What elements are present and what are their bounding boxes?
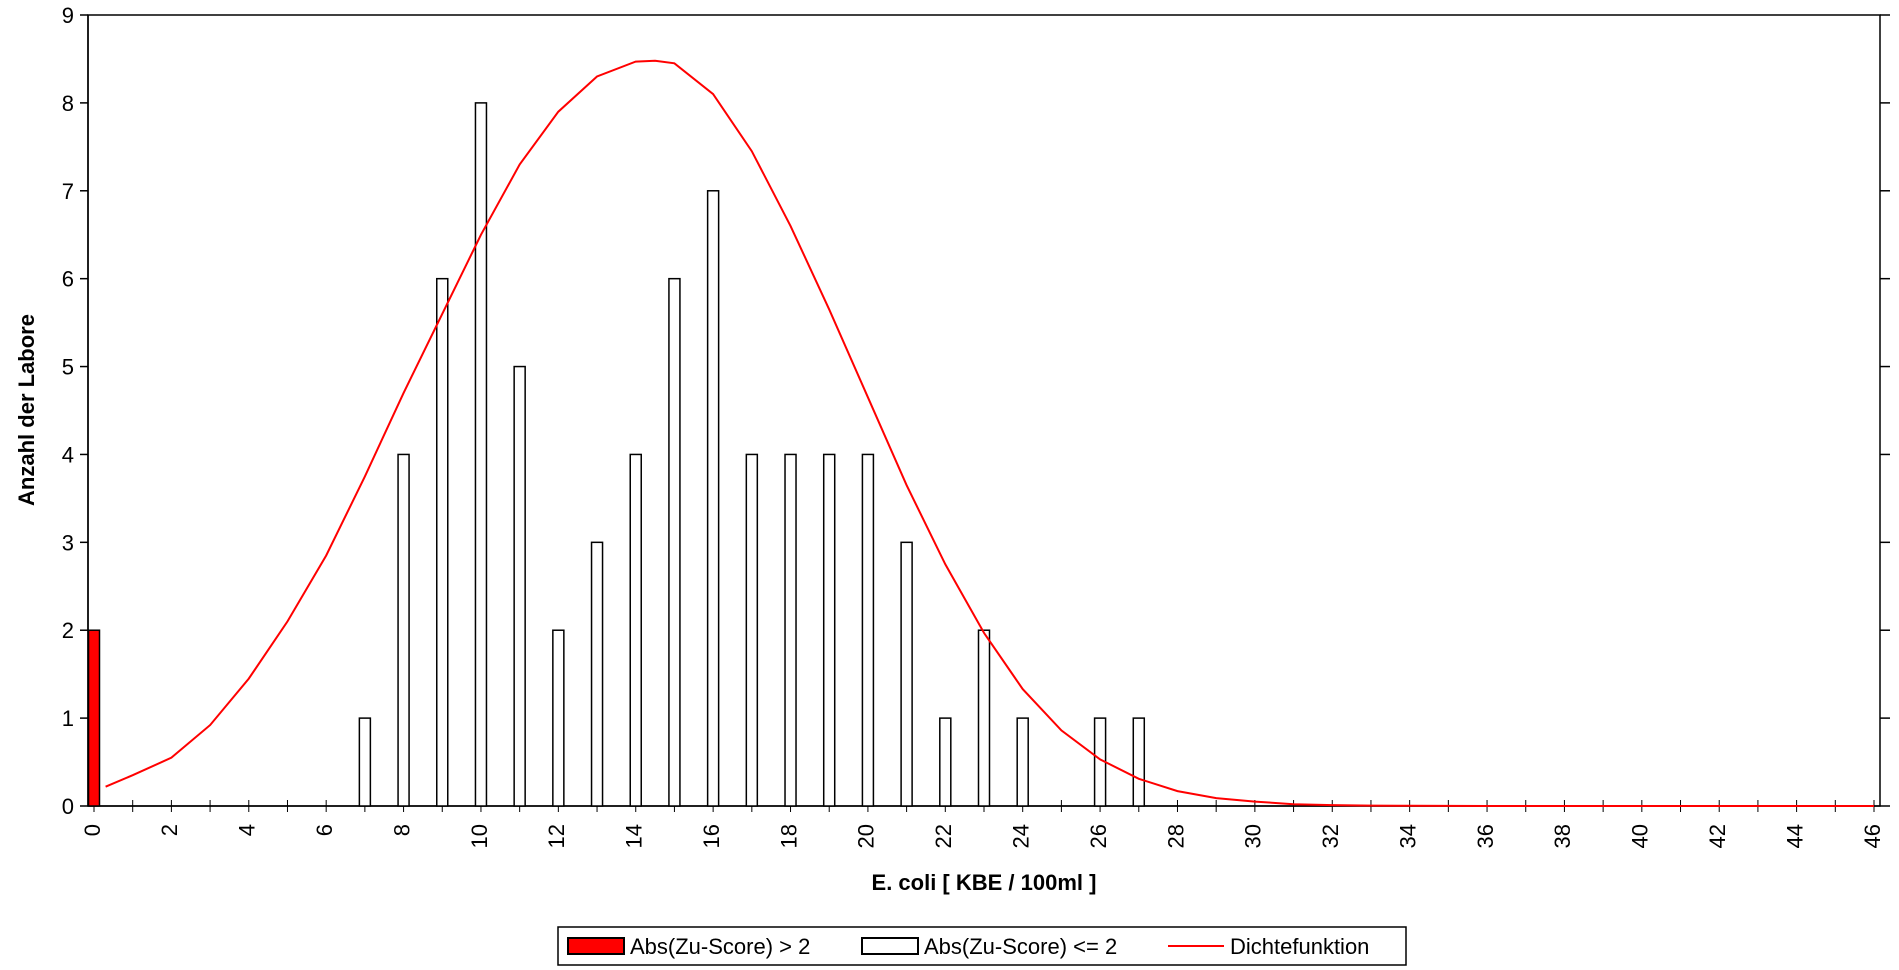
x-tick-label: 28 xyxy=(1163,824,1188,848)
x-tick-label: 36 xyxy=(1473,824,1498,848)
y-tick-label: 0 xyxy=(62,794,74,819)
bar-normal xyxy=(668,277,681,807)
y-tick-label: 2 xyxy=(62,618,74,643)
y-tick-label: 3 xyxy=(62,530,74,555)
bar-normal xyxy=(706,190,720,807)
x-tick-label: 34 xyxy=(1395,824,1420,848)
x-tick-label: 10 xyxy=(467,824,492,848)
x-tick-label: 24 xyxy=(1009,824,1034,848)
x-axis: 0 2 4 6 8 10 12 14 16 18 20 22 24 26 28 30 32 34 36 38 40 42 4… xyxy=(80,800,1885,848)
density-line xyxy=(105,59,1874,807)
x-tick-label: 38 xyxy=(1550,824,1575,848)
bar-normal xyxy=(629,453,642,807)
x-tick-label: 46 xyxy=(1860,824,1885,848)
x-tick-label: 12 xyxy=(544,824,569,848)
x-tick-label: 40 xyxy=(1628,824,1653,848)
bar-normal xyxy=(590,541,604,807)
bar-normal xyxy=(474,102,488,807)
legend-swatch-outlier xyxy=(567,937,625,955)
y-tick-label: 8 xyxy=(62,91,74,116)
bars-group xyxy=(87,102,1146,807)
y-tick-label: 5 xyxy=(62,355,74,380)
x-tick-label: 32 xyxy=(1318,824,1343,848)
bar-outlier xyxy=(87,629,101,807)
x-tick-label: 44 xyxy=(1782,824,1807,848)
bar-normal xyxy=(358,717,372,807)
legend-box xyxy=(557,926,1407,966)
bar-normal xyxy=(745,453,759,807)
x-tick-label: 2 xyxy=(157,824,182,836)
y-tick-label: 7 xyxy=(62,179,74,204)
bar-normal xyxy=(436,277,449,807)
legend-label-density: Dichtefunktion xyxy=(1230,934,1369,959)
x-tick-label: 14 xyxy=(622,824,647,848)
right-axis-ticks xyxy=(1880,14,1890,807)
bar-normal xyxy=(939,717,952,807)
bar-normal xyxy=(1132,717,1146,807)
x-axis-title: E. coli [ KBE / 100ml ] xyxy=(872,870,1097,895)
bar-normal xyxy=(513,365,526,807)
legend-label-normal: Abs(Zu-Score) <= 2 xyxy=(924,934,1117,959)
legend: Abs(Zu-Score) > 2 Abs(Zu-Score) <= 2 Dic… xyxy=(557,926,1407,966)
x-tick-label: 30 xyxy=(1241,824,1266,848)
density-line-group xyxy=(105,59,1874,807)
bar-normal xyxy=(1016,717,1029,807)
bar-normal xyxy=(397,453,410,807)
bar-normal xyxy=(822,453,836,807)
bar-normal xyxy=(784,453,797,807)
y-axis: 0 1 2 3 4 5 6 7 8 9 xyxy=(62,3,89,819)
x-tick-label: 26 xyxy=(1086,824,1111,848)
bar-normal xyxy=(861,453,875,807)
x-tick-label: 18 xyxy=(776,824,801,848)
legend-label-outlier: Abs(Zu-Score) > 2 xyxy=(630,934,810,959)
y-tick-label: 9 xyxy=(62,3,74,28)
x-tick-label: 22 xyxy=(931,824,956,848)
y-tick-label: 4 xyxy=(62,442,74,467)
legend-swatch-normal xyxy=(861,937,919,955)
x-tick-label: 20 xyxy=(854,824,879,848)
y-tick-label: 6 xyxy=(62,267,74,292)
x-tick-label: 6 xyxy=(312,824,337,836)
y-tick-label: 1 xyxy=(62,706,74,731)
x-tick-label: 42 xyxy=(1705,824,1730,848)
y-axis-title: Anzahl der Labore xyxy=(14,314,39,506)
x-tick-label: 4 xyxy=(235,824,260,836)
bar-normal xyxy=(977,629,991,807)
bar-normal xyxy=(900,541,913,807)
x-tick-label: 16 xyxy=(699,824,724,848)
x-tick-label: 8 xyxy=(389,824,414,836)
x-tick-label: 0 xyxy=(80,824,105,836)
bar-normal xyxy=(552,629,565,807)
